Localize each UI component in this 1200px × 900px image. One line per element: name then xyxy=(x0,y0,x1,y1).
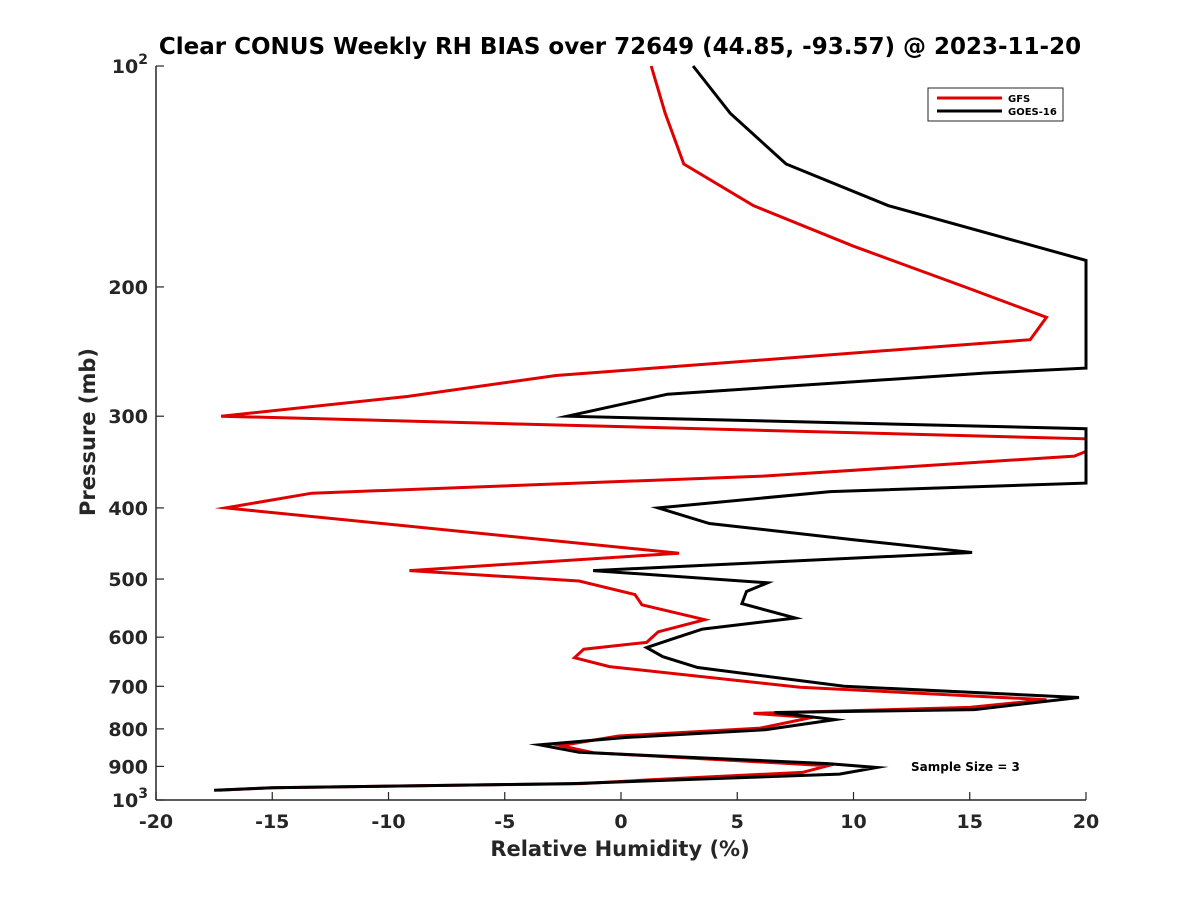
x-tick-label: 10 xyxy=(840,811,866,833)
y-tick-label: 300 xyxy=(108,406,148,428)
legend-box xyxy=(927,87,1064,122)
y-tick-label: 700 xyxy=(108,676,148,698)
y-tick-label: 800 xyxy=(108,719,148,741)
y-tick-label: 600 xyxy=(108,627,148,649)
sample-size-annotation: Sample Size = 3 xyxy=(911,760,1020,774)
legend-label-goes16: GOES-16 xyxy=(1008,107,1057,118)
x-tick-label: 20 xyxy=(1073,811,1099,833)
x-axis-ticks: -20 -15 -10 -5 0 5 10 15 20 xyxy=(139,792,1099,833)
y-tick-label: 200 xyxy=(108,277,148,299)
y-tick-label: 400 xyxy=(108,498,148,520)
series-line-gfs xyxy=(214,65,1088,792)
x-tick-label: -15 xyxy=(255,811,289,833)
y-axis-label: Pressure (mb) xyxy=(76,348,100,516)
legend: GFS GOES-16 xyxy=(927,87,1064,122)
y-tick-label: 103 xyxy=(112,786,148,812)
y-tick-label: 500 xyxy=(108,569,148,591)
x-tick-label: -20 xyxy=(139,811,173,833)
x-tick-label: 0 xyxy=(614,811,627,833)
series-layer xyxy=(214,65,1088,792)
x-tick-label: 5 xyxy=(731,811,744,833)
x-axis-label: Relative Humidity (%) xyxy=(490,837,749,861)
y-axis-ticks: 102 200 300 400 500 600 700 800 900 103 xyxy=(108,52,164,812)
series-line-goes16 xyxy=(214,65,1088,792)
y-tick-label: 900 xyxy=(108,756,148,778)
legend-label-gfs: GFS xyxy=(1008,94,1030,105)
y-tick-label: 102 xyxy=(112,52,148,78)
x-tick-label: 15 xyxy=(957,811,983,833)
chart-title: Clear CONUS Weekly RH BIAS over 72649 (4… xyxy=(159,34,1081,60)
x-tick-label: -10 xyxy=(371,811,405,833)
x-tick-label: -5 xyxy=(494,811,515,833)
